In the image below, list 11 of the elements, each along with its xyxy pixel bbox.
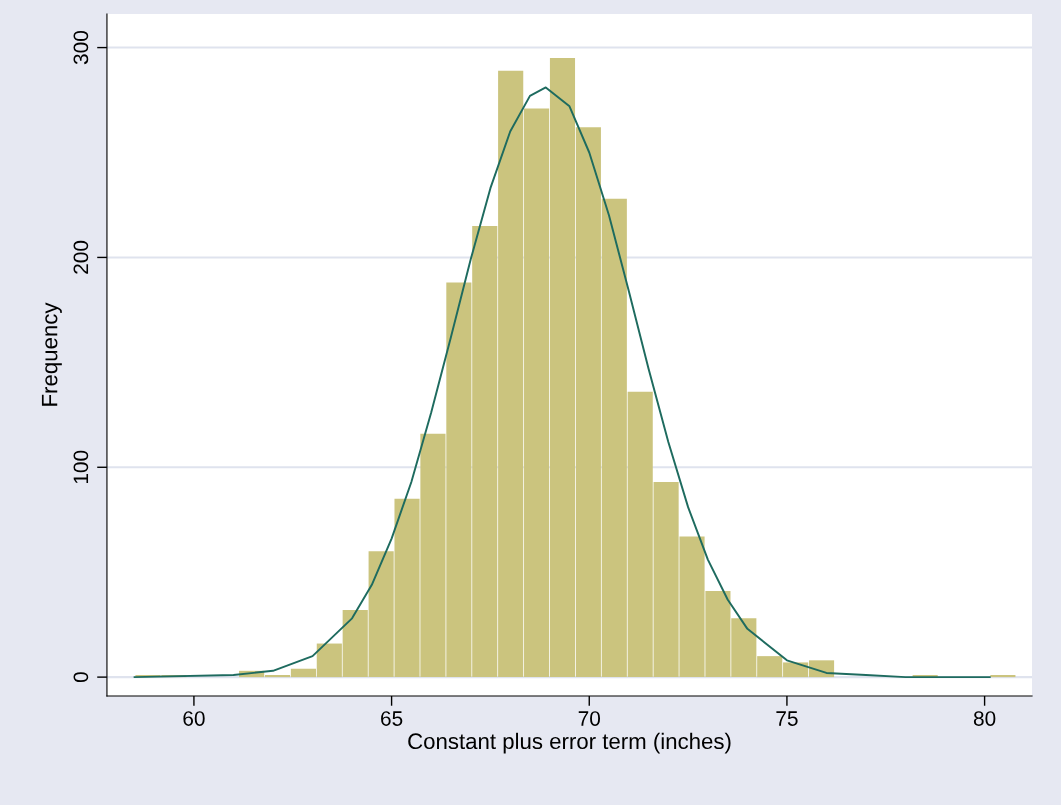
x-axis-title: Constant plus error term (inches) <box>408 732 731 754</box>
y-tick-label: 200 <box>73 240 89 274</box>
x-tick-label: 80 <box>973 711 996 726</box>
y-tick-label: 300 <box>73 31 89 65</box>
x-tick-label: 70 <box>578 711 601 726</box>
x-tick-label: 60 <box>183 711 205 726</box>
y-tick-label: 0 <box>73 672 89 683</box>
x-tick-label: 65 <box>381 711 403 726</box>
y-tick-label: 100 <box>73 450 89 484</box>
x-tick-label: 75 <box>776 711 798 726</box>
y-axis-title: Frequency <box>41 302 62 406</box>
